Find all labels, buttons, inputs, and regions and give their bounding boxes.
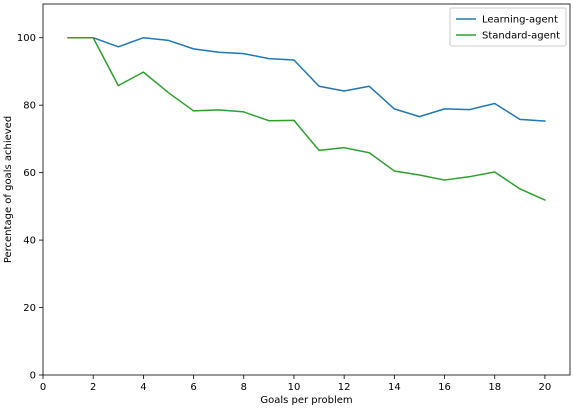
legend-label-standard-agent: Standard-agent [482,31,560,42]
x-tick-label: 12 [338,382,351,393]
y-tick-label: 20 [23,303,36,314]
y-tick-label: 60 [23,168,36,179]
series-line-learning-agent [67,36,546,122]
x-tick-label: 20 [539,382,552,393]
legend-box [449,7,567,47]
x-tick-label: 4 [140,382,146,393]
legend-label-learning-agent: Learning-agent [482,15,558,26]
x-tick-label: 18 [488,382,501,393]
y-tick-label: 100 [17,33,36,44]
plot-area-frame [42,3,571,376]
x-tick-label: 10 [288,382,301,393]
x-tick-label: 14 [388,382,401,393]
y-axis-ticks: 0 20 40 60 80 100 [17,33,43,382]
legend: Learning-agent Standard-agent [449,7,567,47]
y-tick-label: 0 [30,371,36,382]
x-tick-label: 8 [241,382,247,393]
x-tick-label: 6 [190,382,196,393]
series-lines [67,36,546,201]
x-tick-label: 16 [438,382,451,393]
x-axis-ticks: 0 2 4 6 8 10 12 14 16 18 20 [40,375,551,393]
y-axis-label: Percentage of goals achieved [3,116,14,263]
x-tick-label: 2 [90,382,96,393]
x-axis-label: Goals per problem [260,395,352,406]
series-line-standard-agent [67,36,546,201]
y-tick-label: 40 [23,236,36,247]
y-tick-label: 80 [23,101,36,112]
x-tick-label: 0 [40,382,46,393]
